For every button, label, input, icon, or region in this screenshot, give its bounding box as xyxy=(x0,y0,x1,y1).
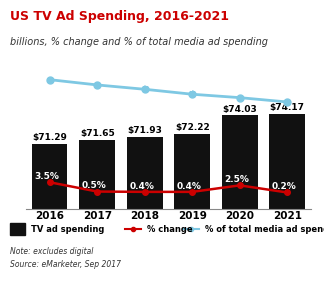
Text: 0.5%: 0.5% xyxy=(82,181,107,190)
Text: $71.65: $71.65 xyxy=(80,129,115,138)
Bar xyxy=(32,144,67,298)
Text: 2.5%: 2.5% xyxy=(225,175,249,184)
Text: 29.4%: 29.4% xyxy=(272,91,304,100)
Text: 33.5%: 33.5% xyxy=(130,79,161,88)
Text: 0.4%: 0.4% xyxy=(177,181,202,191)
Text: TV ad spending: TV ad spending xyxy=(31,225,104,234)
Bar xyxy=(79,140,115,298)
Text: 31.9%: 31.9% xyxy=(177,84,208,93)
Text: $72.22: $72.22 xyxy=(175,123,210,133)
Text: billions, % change and % of total media ad spending: billions, % change and % of total media … xyxy=(10,37,268,46)
Text: US TV Ad Spending, 2016-2021: US TV Ad Spending, 2016-2021 xyxy=(10,10,229,23)
Text: 0.2%: 0.2% xyxy=(272,182,297,191)
Text: % change: % change xyxy=(147,225,192,234)
Text: $74.17: $74.17 xyxy=(270,103,305,112)
Text: 30.8%: 30.8% xyxy=(225,87,256,96)
Text: 3.5%: 3.5% xyxy=(34,172,59,181)
Bar xyxy=(270,114,305,298)
Text: www.eMarketer.com: www.eMarketer.com xyxy=(240,283,318,292)
Bar xyxy=(127,137,163,298)
Text: $74.03: $74.03 xyxy=(222,105,257,114)
Text: Note: excludes digital
Source: eMarketer, Sep 2017: Note: excludes digital Source: eMarketer… xyxy=(10,247,121,269)
Text: $71.29: $71.29 xyxy=(32,133,67,142)
Text: % of total media ad spending: % of total media ad spending xyxy=(205,225,324,234)
Text: 36.6%: 36.6% xyxy=(34,69,65,78)
Bar xyxy=(222,115,258,298)
Bar xyxy=(174,134,210,298)
Text: 0.4%: 0.4% xyxy=(130,181,155,191)
Text: $71.93: $71.93 xyxy=(127,126,162,136)
Text: 230455: 230455 xyxy=(6,283,36,292)
Bar xyxy=(10,224,25,235)
Text: 34.9%: 34.9% xyxy=(82,74,113,83)
